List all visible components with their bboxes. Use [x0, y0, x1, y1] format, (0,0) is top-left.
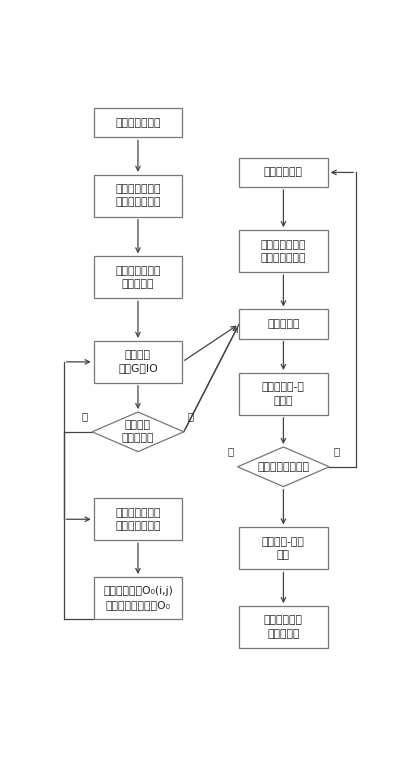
FancyBboxPatch shape: [94, 108, 182, 138]
FancyBboxPatch shape: [94, 341, 182, 383]
Text: 否: 否: [333, 447, 339, 456]
Polygon shape: [92, 412, 184, 452]
FancyBboxPatch shape: [239, 230, 328, 272]
Text: 生成校正
参数G和IO: 生成校正 参数G和IO: [118, 350, 158, 373]
FancyBboxPatch shape: [94, 175, 182, 217]
Text: 开始测温定标: 开始测温定标: [264, 167, 303, 177]
Text: 是: 是: [81, 411, 87, 422]
FancyBboxPatch shape: [239, 158, 328, 187]
FancyBboxPatch shape: [239, 373, 328, 415]
Text: 计算修正后的O₀(i,j)
个像素点校正参数O₀: 计算修正后的O₀(i,j) 个像素点校正参数O₀: [103, 587, 173, 609]
Text: 非均匀校正: 非均匀校正: [267, 319, 299, 329]
Text: 计算各个像素点
的校正参数: 计算各个像素点 的校正参数: [115, 266, 161, 289]
Text: 采集一个温度的
探测器响应数据: 采集一个温度的 探测器响应数据: [261, 239, 306, 263]
Text: 采集两个温度的
探测器响应数据: 采集两个温度的 探测器响应数据: [115, 184, 161, 207]
Text: 否: 否: [188, 411, 194, 422]
FancyBboxPatch shape: [94, 577, 182, 619]
FancyBboxPatch shape: [94, 498, 182, 540]
Text: 开始非均匀校正: 开始非均匀校正: [115, 118, 161, 128]
FancyBboxPatch shape: [239, 310, 328, 338]
Text: 记录下温度-响
应数据: 记录下温度-响 应数据: [262, 382, 305, 406]
Text: 得到探测器温
度响应函数: 得到探测器温 度响应函数: [264, 615, 303, 639]
Text: 判断数据是否足够: 判断数据是否足够: [257, 462, 309, 472]
FancyBboxPatch shape: [239, 528, 328, 569]
Text: 采集一个温度的
探测器响应数据: 采集一个温度的 探测器响应数据: [115, 508, 161, 531]
Text: 是: 是: [228, 447, 234, 456]
Polygon shape: [237, 447, 329, 487]
FancyBboxPatch shape: [94, 257, 182, 298]
FancyBboxPatch shape: [239, 606, 328, 648]
Text: 拟合温度-响应
曲线: 拟合温度-响应 曲线: [262, 537, 305, 560]
Text: 判断参数
是否有漂移: 判断参数 是否有漂移: [122, 420, 154, 444]
